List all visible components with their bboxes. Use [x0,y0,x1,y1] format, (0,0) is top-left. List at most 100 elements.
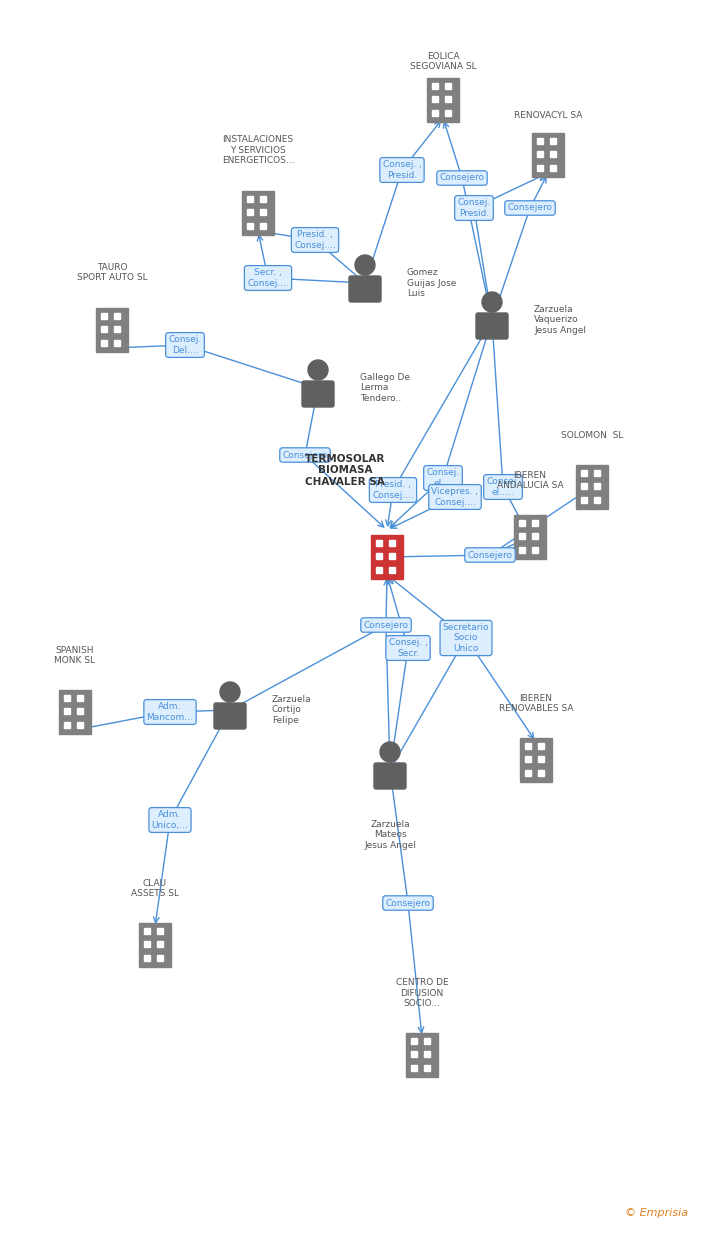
FancyBboxPatch shape [411,1065,417,1071]
FancyBboxPatch shape [532,133,564,177]
Text: Consej. ,
Secr.: Consej. , Secr. [389,638,427,658]
FancyBboxPatch shape [525,757,531,762]
Text: Consejero: Consejero [386,899,430,908]
FancyBboxPatch shape [302,382,334,408]
Text: CLAU
ASSETS SL: CLAU ASSETS SL [131,878,179,898]
FancyBboxPatch shape [550,152,556,157]
FancyBboxPatch shape [144,955,150,961]
FancyBboxPatch shape [371,535,403,579]
FancyBboxPatch shape [537,164,543,170]
FancyBboxPatch shape [525,769,531,776]
FancyBboxPatch shape [531,547,538,552]
Text: Adm.
Mancom...: Adm. Mancom... [146,703,194,721]
FancyBboxPatch shape [389,567,395,573]
FancyBboxPatch shape [76,695,83,701]
Text: SPANISH
MONK SL: SPANISH MONK SL [55,646,95,664]
Circle shape [355,254,375,275]
Text: Consej.
el....: Consej. el.... [427,468,459,488]
FancyBboxPatch shape [519,547,525,552]
Text: IBEREN
ANDALUCIA SA: IBEREN ANDALUCIA SA [496,471,563,490]
Circle shape [380,742,400,762]
Text: IBEREN
RENOVABLES SA: IBEREN RENOVABLES SA [499,694,573,713]
Text: Presid. ,
Consej....: Presid. , Consej.... [294,230,336,249]
FancyBboxPatch shape [514,515,546,559]
FancyBboxPatch shape [260,222,266,228]
FancyBboxPatch shape [100,340,107,346]
Text: Gallego De
Lerma
Tendero..: Gallego De Lerma Tendero.. [360,373,410,403]
Text: RENOVACYL SA: RENOVACYL SA [514,111,582,120]
FancyBboxPatch shape [139,923,171,967]
FancyBboxPatch shape [144,929,150,934]
FancyBboxPatch shape [96,308,128,352]
FancyBboxPatch shape [374,763,406,789]
Text: Consej. ,
Presid.: Consej. , Presid. [382,161,422,180]
Circle shape [308,359,328,380]
FancyBboxPatch shape [424,1039,430,1044]
Text: Consejero: Consejero [440,173,485,183]
FancyBboxPatch shape [247,196,253,203]
FancyBboxPatch shape [519,534,525,540]
FancyBboxPatch shape [537,152,543,157]
FancyBboxPatch shape [114,326,120,332]
FancyBboxPatch shape [114,340,120,346]
FancyBboxPatch shape [593,496,600,503]
FancyBboxPatch shape [476,312,508,338]
FancyBboxPatch shape [576,466,608,509]
FancyBboxPatch shape [531,520,538,526]
FancyBboxPatch shape [424,1065,430,1071]
FancyBboxPatch shape [376,553,382,559]
Text: Gomez
Guijas Jose
Luis: Gomez Guijas Jose Luis [407,268,456,298]
Text: © Emprisia: © Emprisia [625,1208,688,1218]
Text: Consejero: Consejero [282,451,328,459]
Text: EOLICA
SEGOVIANA SL: EOLICA SEGOVIANA SL [410,52,476,72]
Text: Secretario
Socio
Unico: Secretario Socio Unico [443,624,489,653]
FancyBboxPatch shape [537,743,544,750]
Text: Consejero: Consejero [467,551,513,559]
FancyBboxPatch shape [537,769,544,776]
Text: Zarzuela
Mateos
Jesus Angel: Zarzuela Mateos Jesus Angel [364,820,416,850]
Text: Zarzuela
Vaquerizo
Jesus Angel: Zarzuela Vaquerizo Jesus Angel [534,305,586,335]
Text: Consej.
el.....: Consej. el..... [486,477,520,496]
Text: SOLOMON  SL: SOLOMON SL [561,431,623,440]
Text: Consej.
Del....: Consej. Del.... [168,335,202,354]
FancyBboxPatch shape [581,483,587,489]
FancyBboxPatch shape [531,534,538,540]
FancyBboxPatch shape [260,210,266,215]
FancyBboxPatch shape [432,83,438,89]
FancyBboxPatch shape [593,483,600,489]
FancyBboxPatch shape [581,496,587,503]
FancyBboxPatch shape [64,721,70,727]
FancyBboxPatch shape [100,326,107,332]
Text: Zarzuela
Cortijo
Felipe: Zarzuela Cortijo Felipe [272,695,312,725]
Text: Presid. ,
Consej....: Presid. , Consej.... [372,480,414,500]
FancyBboxPatch shape [100,314,107,319]
FancyBboxPatch shape [427,78,459,122]
Text: TERMOSOLAR
BIOMASA
CHAVALER SA: TERMOSOLAR BIOMASA CHAVALER SA [305,453,385,487]
FancyBboxPatch shape [520,739,552,782]
FancyBboxPatch shape [157,929,163,934]
FancyBboxPatch shape [242,191,274,235]
FancyBboxPatch shape [64,695,70,701]
FancyBboxPatch shape [445,96,451,103]
Text: Secr. ,
Consej....: Secr. , Consej.... [247,268,289,288]
Text: Consejero: Consejero [363,620,408,630]
Text: Adm.
Unico,...: Adm. Unico,... [151,810,189,830]
Text: INSTALACIONES
Y SERVICIOS
ENERGETICOS...: INSTALACIONES Y SERVICIOS ENERGETICOS... [222,135,294,165]
FancyBboxPatch shape [432,110,438,116]
Text: CENTRO DE
DIFUSION
SOCIO...: CENTRO DE DIFUSION SOCIO... [396,978,448,1008]
FancyBboxPatch shape [247,210,253,215]
Text: Consejero: Consejero [507,204,553,212]
FancyBboxPatch shape [581,471,587,477]
FancyBboxPatch shape [214,703,246,729]
Circle shape [220,682,240,701]
FancyBboxPatch shape [59,690,91,734]
FancyBboxPatch shape [411,1051,417,1057]
FancyBboxPatch shape [376,540,382,546]
FancyBboxPatch shape [550,164,556,170]
FancyBboxPatch shape [247,222,253,228]
FancyBboxPatch shape [519,520,525,526]
FancyBboxPatch shape [144,941,150,947]
FancyBboxPatch shape [406,1032,438,1077]
FancyBboxPatch shape [424,1051,430,1057]
FancyBboxPatch shape [445,83,451,89]
